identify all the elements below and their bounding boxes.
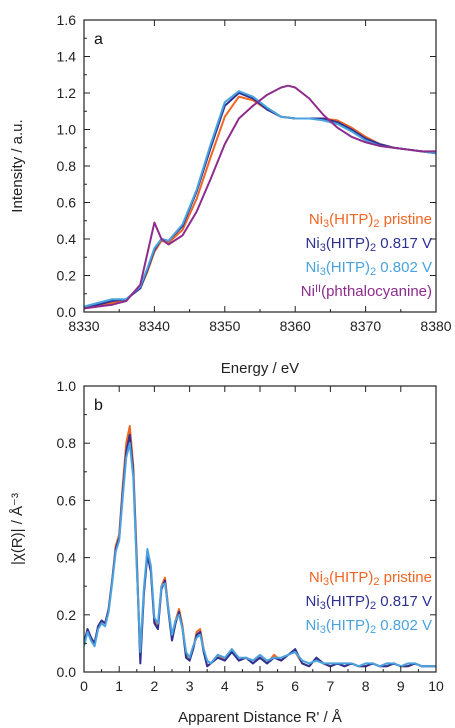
y-tick-label: 1.6 xyxy=(57,12,77,28)
series-line-v0802 xyxy=(84,442,436,668)
legend-text-part: (HITP) xyxy=(326,235,370,252)
y-tick-label: 0.0 xyxy=(57,664,77,680)
x-axis-label: Apparent Distance R' / Å xyxy=(178,709,342,726)
legend-text-part: 0.817 V xyxy=(376,235,432,252)
series-group xyxy=(84,425,436,668)
legend-text-part: 2 xyxy=(370,266,376,278)
x-tick-label: 8340 xyxy=(139,318,170,334)
y-tick-label: 0.2 xyxy=(57,607,77,623)
y-tick-label: 0.0 xyxy=(57,304,77,320)
x-tick-label: 4 xyxy=(221,678,229,694)
x-axis-label: Energy / eV xyxy=(221,360,299,377)
x-tick-label: 2 xyxy=(151,678,159,694)
legend-text-part: 3 xyxy=(320,242,326,254)
y-tick-label: 1.0 xyxy=(57,122,77,138)
legend-text-part: Ni xyxy=(301,283,315,300)
y-tick-label: 0.6 xyxy=(57,195,77,211)
legend-entry-v0802: Ni3(HITP)2 0.802 V xyxy=(306,259,432,278)
series-group xyxy=(84,84,436,310)
legend-text-part: 0.802 V xyxy=(376,259,432,276)
legend-text-part: 3 xyxy=(320,266,326,278)
legend-text-part: Ni xyxy=(309,211,323,228)
legend-entry-v0802: Ni3(HITP)2 0.802 V xyxy=(306,617,432,636)
legend-text-part: 2 xyxy=(370,624,376,636)
series-line-pristine xyxy=(84,95,436,310)
x-tick-label: 8370 xyxy=(350,318,381,334)
x-tick-label: 5 xyxy=(256,678,264,694)
y-tick-label: 1.4 xyxy=(57,49,77,65)
x-tick-label: 8 xyxy=(362,678,370,694)
legend-text-part: 2 xyxy=(370,600,376,612)
panel-a-chart: 8330 8340 8350 8360 8370 83800.00.20.40.60.81… xyxy=(9,12,452,377)
y-tick-label: 1.0 xyxy=(57,378,77,394)
y-tick-label: 0.8 xyxy=(57,435,77,451)
x-tick-label: 8350 xyxy=(209,318,240,334)
legend-text-part: (HITP) xyxy=(326,593,370,610)
legend-text-part: (HITP) xyxy=(329,211,373,228)
panel-letter: b xyxy=(94,397,103,414)
y-tick-label: 0.8 xyxy=(57,158,77,174)
legend-text-part: (phthalocyanine) xyxy=(321,283,432,300)
legend-text-part: 3 xyxy=(320,600,326,612)
x-tick-label: 0 xyxy=(80,678,88,694)
y-tick-label: 0.4 xyxy=(57,550,77,566)
y-axis-label: |χ(R)| / Å⁻³ xyxy=(9,493,26,565)
legend-text-part: (HITP) xyxy=(329,569,373,586)
legend-text-part: II xyxy=(315,283,321,295)
panel-letter: a xyxy=(94,31,103,48)
x-tick-label: 7 xyxy=(327,678,335,694)
legend-text-part: 3 xyxy=(323,218,329,230)
legend-text-part: Ni xyxy=(306,259,320,276)
x-tick-label: 1 xyxy=(115,678,123,694)
legend-text-part: 0.817 V xyxy=(376,593,432,610)
x-tick-label: 8330 xyxy=(68,318,99,334)
x-tick-label: 6 xyxy=(291,678,299,694)
legend-text-part: (HITP) xyxy=(326,617,370,634)
legend-text-part: 2 xyxy=(373,218,379,230)
legend-text-part: 2 xyxy=(370,242,376,254)
legend-text-part: Ni xyxy=(306,593,320,610)
legend-text-part: 2 xyxy=(373,576,379,588)
legend-text-part: (HITP) xyxy=(326,259,370,276)
legend-text-part: 3 xyxy=(320,624,326,636)
x-tick-label: 9 xyxy=(397,678,405,694)
panel-b-chart: 0 1 2 3 4 5 6 7 8 9 10 0.0 0.2 0.4 0.6 0.8 1.0 b Apparent … xyxy=(9,378,444,726)
legend-text-part: pristine xyxy=(379,569,432,586)
series-line-v0817 xyxy=(84,92,436,310)
y-axis-label: Intensity / a.u. xyxy=(9,119,26,212)
x-tick-label: 8360 xyxy=(280,318,311,334)
x-tick-label: 3 xyxy=(186,678,194,694)
legend-text-part: 3 xyxy=(323,576,329,588)
y-tick-label: 1.2 xyxy=(57,85,77,101)
legend-text-part: Ni xyxy=(309,569,323,586)
legend-entry-pristine: Ni3(HITP)2 pristine xyxy=(309,211,432,230)
legend-text-part: pristine xyxy=(379,211,432,228)
y-tick-label: 0.4 xyxy=(57,231,77,247)
legend-text-part: Ni xyxy=(306,235,320,252)
legend-entry-v0817: Ni3(HITP)2 0.817 V xyxy=(306,235,432,254)
y-tick-label: 0.6 xyxy=(57,492,77,508)
legend-text-part: Ni xyxy=(306,617,320,634)
legend-entry-v0817: Ni3(HITP)2 0.817 V xyxy=(306,593,432,612)
series-line-phthalocyanine xyxy=(84,84,436,310)
x-tick-label: 8380 xyxy=(420,318,451,334)
legend-entry-pristine: Ni3(HITP)2 pristine xyxy=(309,569,432,588)
legend-entry-phthalocyanine: NiII(phthalocyanine) xyxy=(301,283,432,300)
legend-text-part: 0.802 V xyxy=(376,617,432,634)
x-tick-label: 10 xyxy=(428,678,444,694)
y-tick-label: 0.2 xyxy=(57,268,77,284)
